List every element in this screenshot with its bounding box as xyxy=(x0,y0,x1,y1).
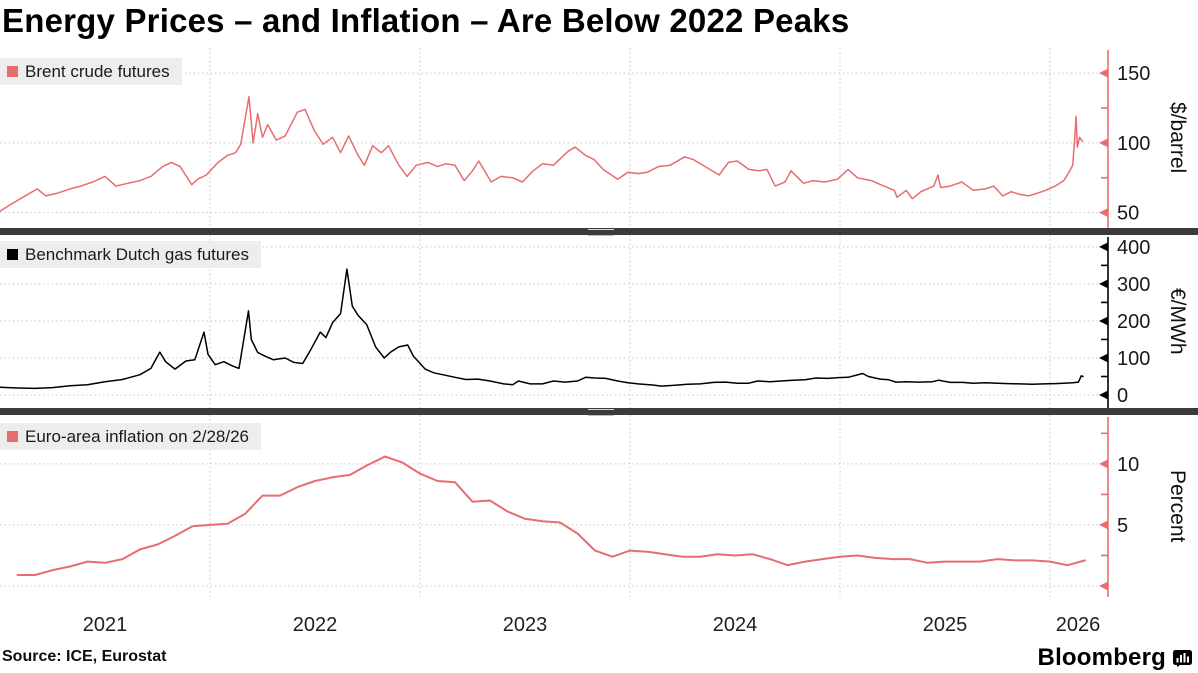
x-axis-year-labels: 2021 2022 2023 2024 2025 2026 xyxy=(0,614,1198,642)
panel-splitter-bottom[interactable] xyxy=(0,408,1198,416)
legend-swatch-icon xyxy=(7,249,18,260)
legend-dutch-gas[interactable]: Benchmark Dutch gas futures xyxy=(0,241,261,268)
bloomberg-wordmark: Bloomberg xyxy=(1037,644,1166,671)
x-axis-label-2021: 2021 xyxy=(82,614,128,636)
x-axis-label-2025: 2025 xyxy=(922,614,968,636)
splitter-grip-icon xyxy=(588,229,614,236)
splitter-grip-icon xyxy=(588,409,614,416)
x-axis-label-2026: 2026 xyxy=(1055,614,1101,636)
y-axis-unit-percent: Percent xyxy=(1166,469,1189,543)
y-tick-label: 5 xyxy=(1117,515,1128,537)
legend-label: Benchmark Dutch gas futures xyxy=(25,244,249,264)
y-axis-unit-dollars-per-barrel: $/barrel xyxy=(1166,102,1189,174)
y-tick-label: 400 xyxy=(1117,237,1150,259)
bloomberg-brand: Bloomberg xyxy=(1038,644,1192,672)
dutch-gas-plot[interactable]: 0 100 200 300 400 xyxy=(0,235,1198,408)
source-note: Source: ICE, Eurostat xyxy=(2,648,167,665)
x-axis-label-2023: 2023 xyxy=(502,614,548,636)
legend-swatch-icon xyxy=(7,66,18,77)
y-tick-label: 0 xyxy=(1117,385,1128,407)
x-axis-label-2024: 2024 xyxy=(712,614,758,636)
x-axis-label-2022: 2022 xyxy=(292,614,338,636)
y-tick-label: 150 xyxy=(1117,63,1150,85)
y-tick-label: 200 xyxy=(1117,311,1150,333)
legend-swatch-icon xyxy=(7,431,18,442)
brent-crude-plot[interactable]: 50 100 150 xyxy=(0,48,1198,228)
brent-crude-chart-panel[interactable]: 50 100 150 xyxy=(0,48,1198,228)
legend-label: Euro-area inflation on 2/28/26 xyxy=(25,426,249,446)
y-tick-label: 10 xyxy=(1117,454,1139,476)
legend-euro-inflation[interactable]: Euro-area inflation on 2/28/26 xyxy=(0,423,261,450)
y-tick-label: 50 xyxy=(1117,203,1139,225)
y-tick-label: 300 xyxy=(1117,274,1150,296)
chart-title: Energy Prices – and Inflation – Are Belo… xyxy=(2,2,850,39)
dutch-gas-chart-panel[interactable]: 0 100 200 300 400 xyxy=(0,235,1198,408)
legend-brent-crude[interactable]: Brent crude futures xyxy=(0,58,182,85)
y-axis-unit-euro-per-mwh: €/MWh xyxy=(1166,288,1189,355)
bloomberg-terminal-icon xyxy=(1173,649,1192,667)
y-tick-label: 100 xyxy=(1117,348,1150,370)
legend-label: Brent crude futures xyxy=(25,61,170,81)
inflation-plot[interactable]: 5 10 xyxy=(0,415,1198,597)
panel-splitter-top[interactable] xyxy=(0,228,1198,236)
inflation-chart-panel[interactable]: 5 10 xyxy=(0,415,1198,597)
y-tick-label: 100 xyxy=(1117,133,1150,155)
